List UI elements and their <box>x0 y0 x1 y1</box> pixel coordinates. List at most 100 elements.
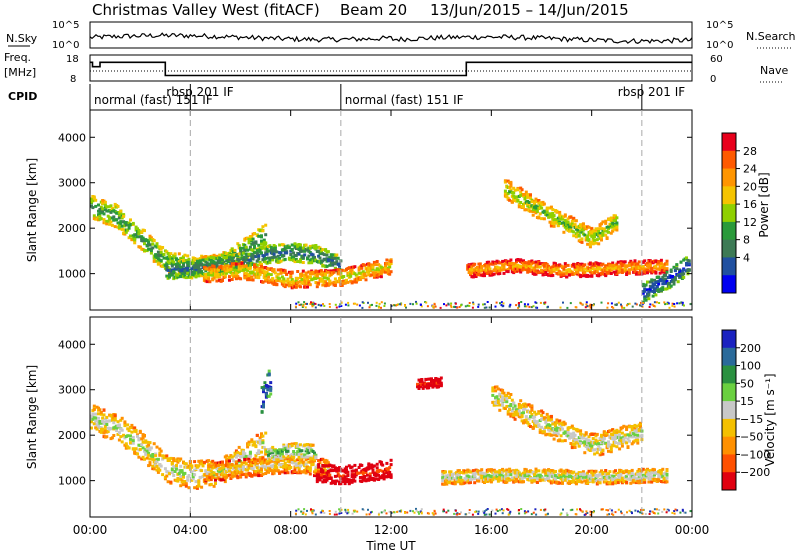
range-cell <box>282 280 286 284</box>
range-cell <box>346 273 350 277</box>
range-cell <box>561 427 564 431</box>
range-cell <box>165 250 169 254</box>
range-cell <box>177 262 181 266</box>
range-cell <box>133 237 137 241</box>
range-cell <box>116 420 120 424</box>
range-cell <box>594 438 598 442</box>
colorbar-swatch <box>722 221 736 241</box>
range-cell <box>588 243 592 247</box>
range-cell <box>275 282 279 286</box>
range-cell <box>138 447 142 451</box>
range-cell <box>601 220 605 224</box>
range-cell <box>324 468 328 472</box>
range-cell <box>233 464 237 468</box>
figure-header: Christmas Valley West (fitACF) Beam 20 1… <box>92 1 629 19</box>
range-cell <box>293 468 297 472</box>
range-cell <box>614 218 617 222</box>
range-cell <box>246 473 250 477</box>
range-cell <box>552 214 556 218</box>
range-cell <box>158 245 162 249</box>
range-cell <box>590 433 594 436</box>
range-cell <box>260 242 263 246</box>
range-cell <box>519 270 523 274</box>
range-cell <box>499 261 503 265</box>
range-cell <box>502 271 506 275</box>
range-cell <box>261 441 265 445</box>
range-cell <box>595 451 599 455</box>
range-cell <box>590 234 594 238</box>
range-cell <box>602 229 606 233</box>
range-cell <box>236 242 240 246</box>
range-cell <box>346 280 350 284</box>
range-cell <box>524 190 528 194</box>
noise-left-tick-bottom: 10^0 <box>52 40 79 51</box>
range-cell <box>177 472 181 475</box>
range-cell <box>272 458 276 462</box>
ground-scatter-cell <box>314 306 317 309</box>
range-cell <box>516 258 520 261</box>
range-cell <box>389 473 393 477</box>
range-cell <box>562 221 566 225</box>
range-cell <box>633 259 637 263</box>
range-cell <box>159 251 163 254</box>
range-cell <box>267 453 270 457</box>
range-cell <box>282 455 286 459</box>
range-cell <box>523 407 527 411</box>
range-cell <box>261 246 265 250</box>
range-cell <box>190 478 194 482</box>
range-cell <box>665 270 669 274</box>
range-cell <box>317 463 321 467</box>
range-cell <box>685 262 688 265</box>
range-cell <box>272 268 276 272</box>
range-cell <box>544 420 548 424</box>
range-cell <box>533 419 537 423</box>
ground-scatter-cell <box>466 304 469 307</box>
range-cell <box>131 221 135 225</box>
ground-scatter-cell <box>312 304 315 307</box>
range-cell <box>283 269 287 273</box>
range-cell <box>216 273 220 276</box>
range-cell <box>653 290 656 294</box>
range-cell <box>172 270 176 274</box>
range-cell <box>239 264 243 268</box>
noise-sky-line <box>89 32 693 44</box>
range-cell <box>636 262 640 266</box>
range-cell <box>168 275 171 279</box>
range-cell <box>244 454 248 458</box>
range-cell <box>120 416 124 420</box>
range-cell <box>287 246 291 250</box>
freq-left-tick-top: 18 <box>66 54 79 65</box>
range-cell <box>326 270 330 274</box>
range-cell <box>248 258 252 262</box>
range-cell <box>570 446 574 450</box>
ground-scatter-cell <box>328 303 331 305</box>
range-cell <box>151 242 155 246</box>
ground-scatter-cell <box>397 303 400 306</box>
range-cell <box>212 471 216 475</box>
range-cell <box>545 412 549 416</box>
range-cell <box>226 260 230 264</box>
range-cell <box>501 403 505 407</box>
range-cell <box>280 470 284 474</box>
range-cell <box>615 221 619 225</box>
range-cell <box>225 454 229 458</box>
range-cell <box>155 242 159 246</box>
range-cell <box>607 230 610 234</box>
range-cell <box>467 265 471 269</box>
range-cell <box>182 255 185 259</box>
range-cell <box>218 274 222 278</box>
range-cell <box>141 436 145 440</box>
ground-scatter-cell <box>377 306 380 309</box>
range-cell <box>212 265 216 269</box>
range-cell <box>492 403 496 407</box>
range-cell <box>332 270 336 274</box>
range-cell <box>187 474 191 477</box>
range-cell <box>648 287 652 291</box>
range-cell <box>308 251 312 254</box>
ground-scatter-cell <box>543 303 546 305</box>
range-cell <box>491 393 495 397</box>
range-cell <box>625 428 629 431</box>
noise-right-tick-top: 10^5 <box>706 20 733 31</box>
range-cell <box>607 266 610 270</box>
range-cell <box>643 259 647 263</box>
